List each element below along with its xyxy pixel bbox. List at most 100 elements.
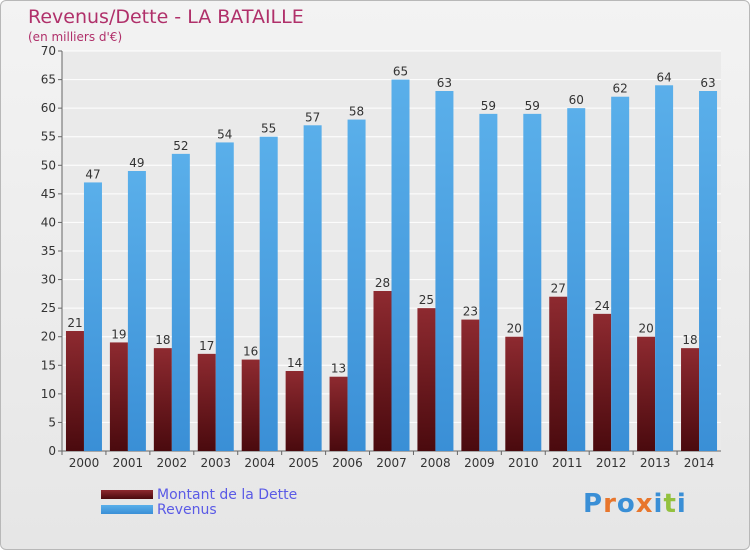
x-tick-label: 2009	[464, 456, 495, 470]
bar-dette	[241, 359, 260, 451]
data-label-revenus: 49	[129, 156, 144, 170]
data-label-revenus: 59	[481, 99, 496, 113]
legend-swatch-dette	[101, 490, 153, 499]
data-label-dette: 28	[375, 276, 390, 290]
bar-dette	[681, 348, 700, 451]
data-label-dette: 13	[331, 362, 346, 376]
x-tick-label: 2005	[288, 456, 319, 470]
legend-item-revenus: Revenus	[101, 502, 297, 518]
data-label-dette: 21	[67, 316, 82, 330]
bar-revenus	[259, 136, 278, 451]
y-tick-label: 35	[41, 244, 56, 258]
bar-dette	[417, 308, 436, 451]
x-tick-label: 2001	[113, 456, 144, 470]
data-label-dette: 18	[682, 333, 697, 347]
data-label-revenus: 54	[217, 127, 232, 141]
data-label-revenus: 52	[173, 139, 188, 153]
x-tick-label: 2004	[244, 456, 275, 470]
bar-revenus	[127, 171, 146, 451]
data-label-dette: 23	[463, 305, 478, 319]
proxiti-logo: Proxiti	[583, 489, 687, 519]
bar-revenus	[347, 119, 366, 452]
bar-revenus	[655, 85, 674, 452]
bar-revenus	[479, 113, 498, 451]
x-tick-label: 2002	[157, 456, 188, 470]
data-label-revenus: 58	[349, 105, 364, 119]
data-label-revenus: 63	[700, 76, 715, 90]
y-tick-label: 45	[41, 187, 56, 201]
data-label-dette: 25	[419, 293, 434, 307]
bar-revenus	[391, 79, 410, 452]
bar-revenus	[699, 91, 718, 451]
data-label-dette: 18	[155, 333, 170, 347]
bar-dette	[65, 331, 84, 451]
legend-item-dette: Montant de la Dette	[101, 486, 298, 503]
data-label-revenus: 55	[261, 122, 276, 136]
data-label-dette: 19	[111, 327, 126, 341]
x-tick-label: 2010	[508, 456, 539, 470]
bar-revenus	[215, 142, 234, 451]
x-tick-label: 2000	[69, 456, 100, 470]
data-label-dette: 24	[595, 299, 610, 313]
bar-revenus	[83, 182, 102, 451]
bar-revenus	[171, 153, 190, 451]
bar-dette	[329, 376, 348, 451]
legend-label-dette: Montant de la Dette	[157, 486, 298, 503]
bar-dette	[153, 348, 172, 451]
data-label-revenus: 60	[569, 93, 584, 107]
bar-revenus	[435, 91, 454, 451]
data-label-dette: 14	[287, 356, 302, 370]
bar-dette	[373, 291, 392, 451]
x-tick-label: 2012	[596, 456, 627, 470]
data-label-revenus: 64	[656, 70, 671, 84]
y-tick-label: 50	[41, 158, 56, 172]
data-label-dette: 20	[638, 322, 653, 336]
y-tick-label: 55	[41, 130, 56, 144]
bar-revenus	[567, 108, 586, 452]
data-label-dette: 17	[199, 339, 214, 353]
x-tick-label: 2007	[376, 456, 407, 470]
bar-dette	[549, 296, 568, 451]
y-tick-label: 60	[41, 101, 56, 115]
data-label-dette: 16	[243, 345, 258, 359]
x-tick-label: 2011	[552, 456, 583, 470]
data-label-revenus: 63	[437, 76, 452, 90]
y-tick-label: 5	[48, 415, 56, 429]
y-tick-label: 40	[41, 215, 56, 229]
data-label-revenus: 59	[525, 99, 540, 113]
x-tick-label: 2003	[200, 456, 231, 470]
bar-revenus	[523, 113, 542, 451]
y-tick-label: 25	[41, 301, 56, 315]
bar-dette	[505, 336, 524, 451]
y-tick-label: 70	[41, 44, 56, 58]
y-tick-label: 10	[41, 387, 56, 401]
y-tick-label: 0	[48, 444, 56, 458]
x-tick-label: 2006	[332, 456, 363, 470]
bar-dette	[197, 353, 216, 451]
y-tick-label: 20	[41, 330, 56, 344]
chart-subtitle: (en milliers d'€)	[28, 30, 123, 44]
bar-dette	[461, 319, 480, 451]
legend: Montant de la Dette Revenus	[101, 486, 298, 518]
x-tick-label: 2008	[420, 456, 451, 470]
data-label-dette: 20	[507, 322, 522, 336]
data-label-revenus: 62	[613, 82, 628, 96]
data-label-dette: 27	[551, 282, 566, 296]
chart-title: Revenus/Dette - LA BATAILLE	[28, 6, 304, 28]
x-tick-label: 2013	[640, 456, 671, 470]
y-tick-label: 65	[41, 73, 56, 87]
bar-revenus	[303, 125, 322, 452]
bar-revenus	[611, 96, 630, 451]
data-label-revenus: 57	[305, 110, 320, 124]
y-tick-label: 15	[41, 358, 56, 372]
data-label-revenus: 65	[393, 65, 408, 79]
bar-dette	[109, 342, 128, 451]
x-tick-label: 2014	[684, 456, 715, 470]
bar-dette	[637, 336, 656, 451]
legend-swatch-revenus	[101, 505, 153, 514]
data-label-revenus: 47	[85, 167, 100, 181]
y-tick-label: 30	[41, 273, 56, 287]
bar-dette	[593, 313, 612, 451]
